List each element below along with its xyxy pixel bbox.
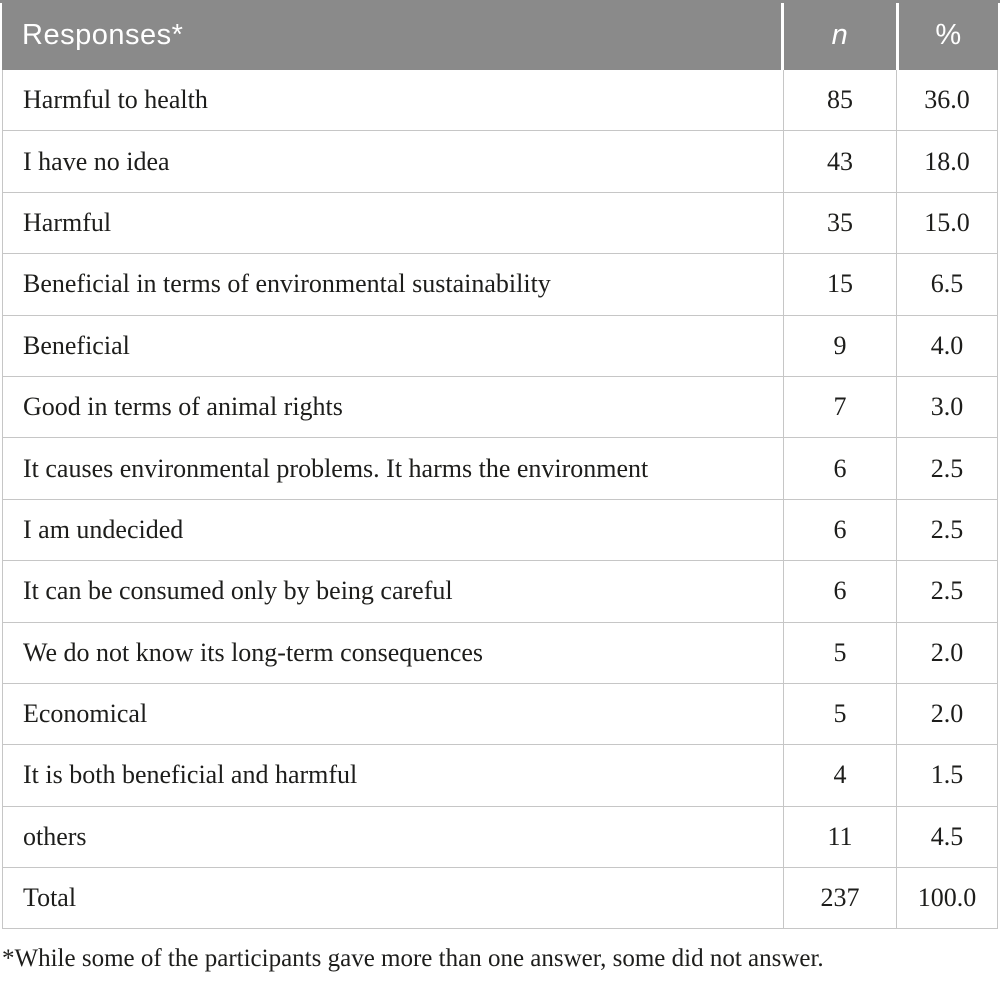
table-row: Beneficial 9 4.0 (3, 315, 997, 377)
table-row: We do not know its long-term consequence… (3, 622, 997, 684)
response-label: I have no idea (3, 131, 784, 192)
n-value: 7 (784, 376, 897, 438)
table-row: Beneficial in terms of environmental sus… (3, 254, 997, 316)
table-row: Good in terms of animal rights 7 3.0 (3, 376, 997, 439)
n-value-total: 237 (784, 868, 897, 929)
percent-value: 4.5 (930, 821, 964, 851)
response-label: Beneficial in terms of environmental sus… (3, 254, 784, 315)
n-value: 85 (784, 70, 897, 131)
percent-value: 4.0 (930, 330, 964, 360)
percent-value: 2.5 (930, 576, 964, 606)
n-value: 5 (784, 622, 897, 683)
table-row-total: Total 237 100.0 (3, 868, 997, 930)
column-header-percent: % (899, 0, 998, 70)
table-header-row: Responses* n % (0, 0, 1000, 70)
n-value: 5 (784, 683, 897, 745)
percent-value: 1.5 (930, 760, 964, 790)
table-row: Harmful to health 85 36.0 (3, 70, 997, 132)
response-label: others (3, 806, 784, 868)
percent-value: 2.0 (930, 699, 964, 729)
percent-value: 3.0 (930, 392, 964, 422)
table-row: others 11 4.5 (3, 806, 997, 869)
table-footnote: *While some of the participants gave mor… (2, 945, 824, 973)
percent-value: 18.0 (924, 146, 970, 176)
percent-value-total: 100.0 (917, 883, 977, 913)
column-header-n: n (784, 0, 896, 70)
response-label: We do not know its long-term consequence… (3, 622, 784, 683)
response-label: Beneficial (3, 315, 784, 376)
n-value: 6 (784, 561, 897, 622)
response-label-total: Total (3, 868, 784, 929)
n-value: 11 (784, 806, 897, 868)
response-label: I am undecided (3, 499, 784, 561)
n-value: 6 (784, 438, 897, 499)
n-value: 4 (784, 745, 897, 806)
percent-value: 2.5 (930, 514, 964, 544)
response-label: It can be consumed only by being careful (3, 561, 784, 622)
table-row: It can be consumed only by being careful… (3, 561, 997, 623)
n-value: 6 (784, 499, 897, 561)
n-value: 35 (784, 192, 897, 254)
header-top-strip (0, 0, 1000, 3)
table-row: Economical 5 2.0 (3, 683, 997, 746)
percent-value: 36.0 (924, 85, 970, 115)
n-value: 9 (784, 315, 897, 376)
table-row: I have no idea 43 18.0 (3, 131, 997, 193)
table-row: It causes environmental problems. It har… (3, 438, 997, 500)
table-header-cells: Responses* n % (2, 0, 998, 70)
response-label: Harmful to health (3, 70, 784, 131)
table-row: It is both beneficial and harmful 4 1.5 (3, 745, 997, 807)
n-value: 15 (784, 254, 897, 315)
table-body: Harmful to health 85 36.0 I have no idea… (2, 70, 998, 930)
column-header-responses: Responses* (2, 0, 781, 70)
response-label: It is both beneficial and harmful (3, 745, 784, 806)
response-label: Economical (3, 683, 784, 745)
percent-value: 2.0 (930, 637, 964, 667)
response-label: It causes environmental problems. It har… (3, 438, 784, 499)
percent-value: 2.5 (930, 453, 964, 483)
response-label: Harmful (3, 192, 784, 254)
percent-value: 6.5 (930, 269, 964, 299)
percent-value: 15.0 (924, 207, 970, 237)
table-row: Harmful 35 15.0 (3, 192, 997, 255)
table-row: I am undecided 6 2.5 (3, 499, 997, 562)
n-value: 43 (784, 131, 897, 192)
response-label: Good in terms of animal rights (3, 376, 784, 438)
